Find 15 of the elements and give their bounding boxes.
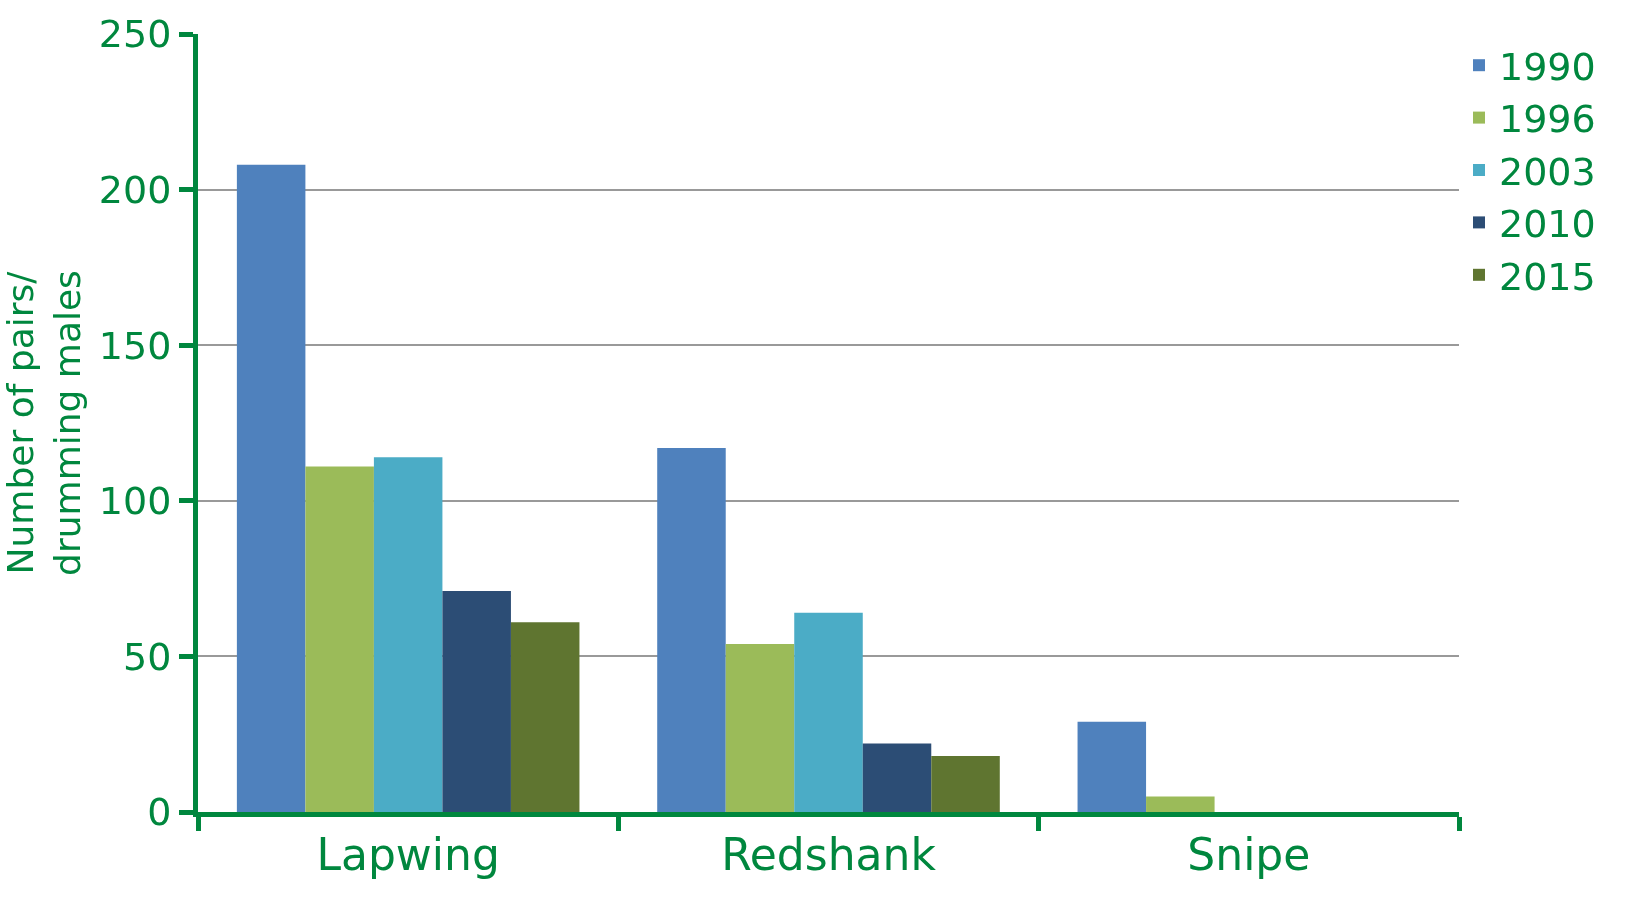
x-tick-label: Redshank — [721, 828, 937, 880]
y-tick-label: 150 — [98, 323, 172, 368]
legend-label: 1996 — [1499, 97, 1596, 142]
legend-label: 2015 — [1499, 254, 1596, 299]
x-tick-label: Snipe — [1187, 828, 1311, 880]
y-tick-label: 100 — [98, 479, 172, 524]
y-tick-label: 250 — [98, 12, 172, 57]
y-tick-label: 50 — [123, 634, 172, 679]
legend-label: 2003 — [1499, 149, 1596, 194]
legend-label: 1990 — [1499, 45, 1596, 90]
legend-label: 2010 — [1499, 202, 1596, 247]
y-tick-label: 0 — [147, 790, 172, 835]
x-tick-label: Lapwing — [316, 828, 500, 880]
y-tick-label: 200 — [98, 167, 172, 212]
y-axis-title: Number of pairs/ drumming males — [0, 270, 88, 576]
